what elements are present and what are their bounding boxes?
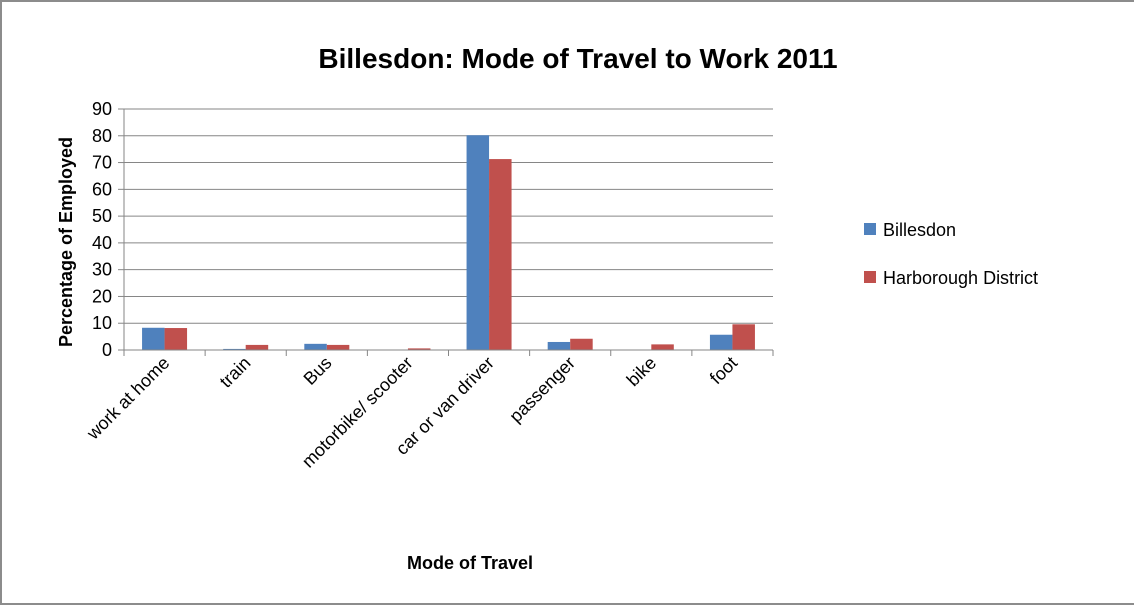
bar-harborough-district-2 — [326, 344, 350, 350]
y-tick-labels: 0 10 20 30 40 50 60 70 80 90 — [92, 99, 112, 360]
x-tick-label: work at home — [82, 353, 173, 444]
gridlines — [118, 108, 773, 351]
y-tick-label: 40 — [92, 233, 112, 253]
bar-harborough-district-5 — [570, 338, 593, 350]
bar-harborough-district-6 — [651, 344, 674, 350]
x-tick-label: bike — [623, 353, 660, 390]
bar-harborough-district-7 — [732, 324, 755, 350]
bar-billesdon-5 — [547, 341, 571, 350]
y-tick-label: 10 — [92, 313, 112, 333]
legend-label: Harborough District — [883, 268, 1038, 288]
x-tick-label: train — [216, 353, 255, 392]
y-tick-label: 90 — [92, 99, 112, 119]
bar-billesdon-1 — [223, 348, 246, 350]
bar-harborough-district-3 — [407, 348, 431, 350]
y-tick-label: 80 — [92, 126, 112, 146]
chart-title: Billesdon: Mode of Travel to Work 2011 — [318, 43, 837, 74]
bars — [142, 135, 755, 350]
y-tick-label: 50 — [92, 206, 112, 226]
y-tick-label: 30 — [92, 260, 112, 280]
y-axis-title: Percentage of Employed — [56, 137, 76, 347]
x-tick-label: foot — [706, 353, 741, 388]
x-axis-title: Mode of Travel — [407, 553, 533, 573]
legend: Billesdon Harborough District — [864, 220, 1038, 288]
legend-swatch — [864, 223, 876, 235]
x-tick-label: passenger — [505, 353, 579, 427]
bar-harborough-district-1 — [245, 344, 269, 350]
bar-billesdon-2 — [304, 343, 327, 350]
bar-harborough-district-0 — [164, 328, 188, 350]
x-tick-label: Bus — [300, 353, 336, 389]
bar-billesdon-4 — [466, 135, 490, 350]
bar-billesdon-0 — [142, 327, 165, 350]
y-tick-label: 20 — [92, 286, 112, 306]
legend-swatch — [864, 271, 876, 283]
legend-label: Billesdon — [883, 220, 956, 240]
y-tick-label: 60 — [92, 179, 112, 199]
axes — [123, 109, 774, 356]
bar-billesdon-7 — [709, 334, 733, 350]
bar-harborough-district-4 — [489, 159, 512, 350]
y-tick-label: 70 — [92, 153, 112, 173]
y-tick-label: 0 — [102, 340, 112, 360]
